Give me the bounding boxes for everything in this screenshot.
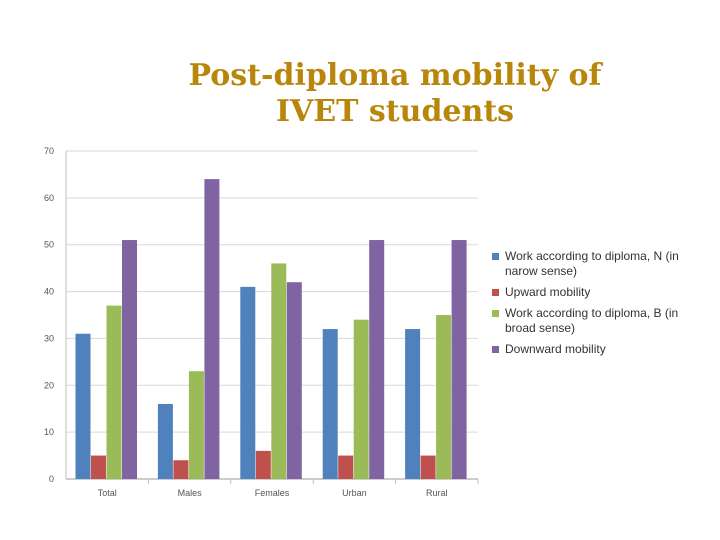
- bar: [436, 315, 452, 479]
- bar: [91, 455, 106, 479]
- x-tick-label: Rural: [426, 488, 448, 498]
- chart-legend: Work according to diploma, N (in narow s…: [492, 249, 707, 363]
- y-tick-label: 60: [44, 193, 54, 203]
- bar: [369, 240, 385, 479]
- x-tick-label: Females: [255, 488, 290, 498]
- y-tick-label: 30: [44, 333, 54, 343]
- bar: [204, 179, 220, 479]
- legend-label: Work according to diploma, N (in narow s…: [505, 249, 679, 278]
- bar: [255, 450, 271, 479]
- y-tick-label: 0: [49, 474, 54, 484]
- bar: [271, 263, 287, 479]
- bar: [353, 319, 369, 479]
- legend-item: Work according to diploma, B (in broad s…: [492, 306, 707, 336]
- bar: [420, 455, 436, 479]
- bar: [157, 404, 173, 479]
- bar: [338, 455, 354, 479]
- legend-label: Downward mobility: [505, 342, 606, 356]
- bar: [240, 286, 256, 479]
- legend-swatch: [492, 289, 499, 296]
- x-tick-label: Males: [178, 488, 203, 498]
- legend-swatch: [492, 253, 499, 260]
- legend-item: Upward mobility: [492, 285, 707, 300]
- y-tick-label: 40: [44, 287, 54, 297]
- bar: [322, 329, 338, 479]
- legend-swatch: [492, 310, 499, 317]
- legend-item: Work according to diploma, N (in narow s…: [492, 249, 707, 279]
- y-tick-label: 50: [44, 240, 54, 250]
- y-tick-label: 70: [44, 146, 54, 156]
- legend-swatch: [492, 346, 499, 353]
- bar: [405, 329, 421, 479]
- x-tick-label: Total: [98, 488, 117, 498]
- y-tick-label: 20: [44, 380, 54, 390]
- legend-label: Work according to diploma, B (in broad s…: [505, 306, 679, 335]
- x-tick-label: Urban: [342, 488, 367, 498]
- bar: [173, 460, 189, 479]
- bar: [122, 240, 137, 479]
- bar: [75, 333, 91, 479]
- bar: [286, 282, 302, 479]
- slide-title: Post-diploma mobility of IVET students: [188, 58, 602, 129]
- y-tick-label: 10: [44, 427, 54, 437]
- legend-item: Downward mobility: [492, 342, 707, 357]
- bar: [451, 240, 467, 479]
- bar: [106, 305, 122, 479]
- bar: [188, 371, 204, 479]
- legend-label: Upward mobility: [505, 285, 591, 299]
